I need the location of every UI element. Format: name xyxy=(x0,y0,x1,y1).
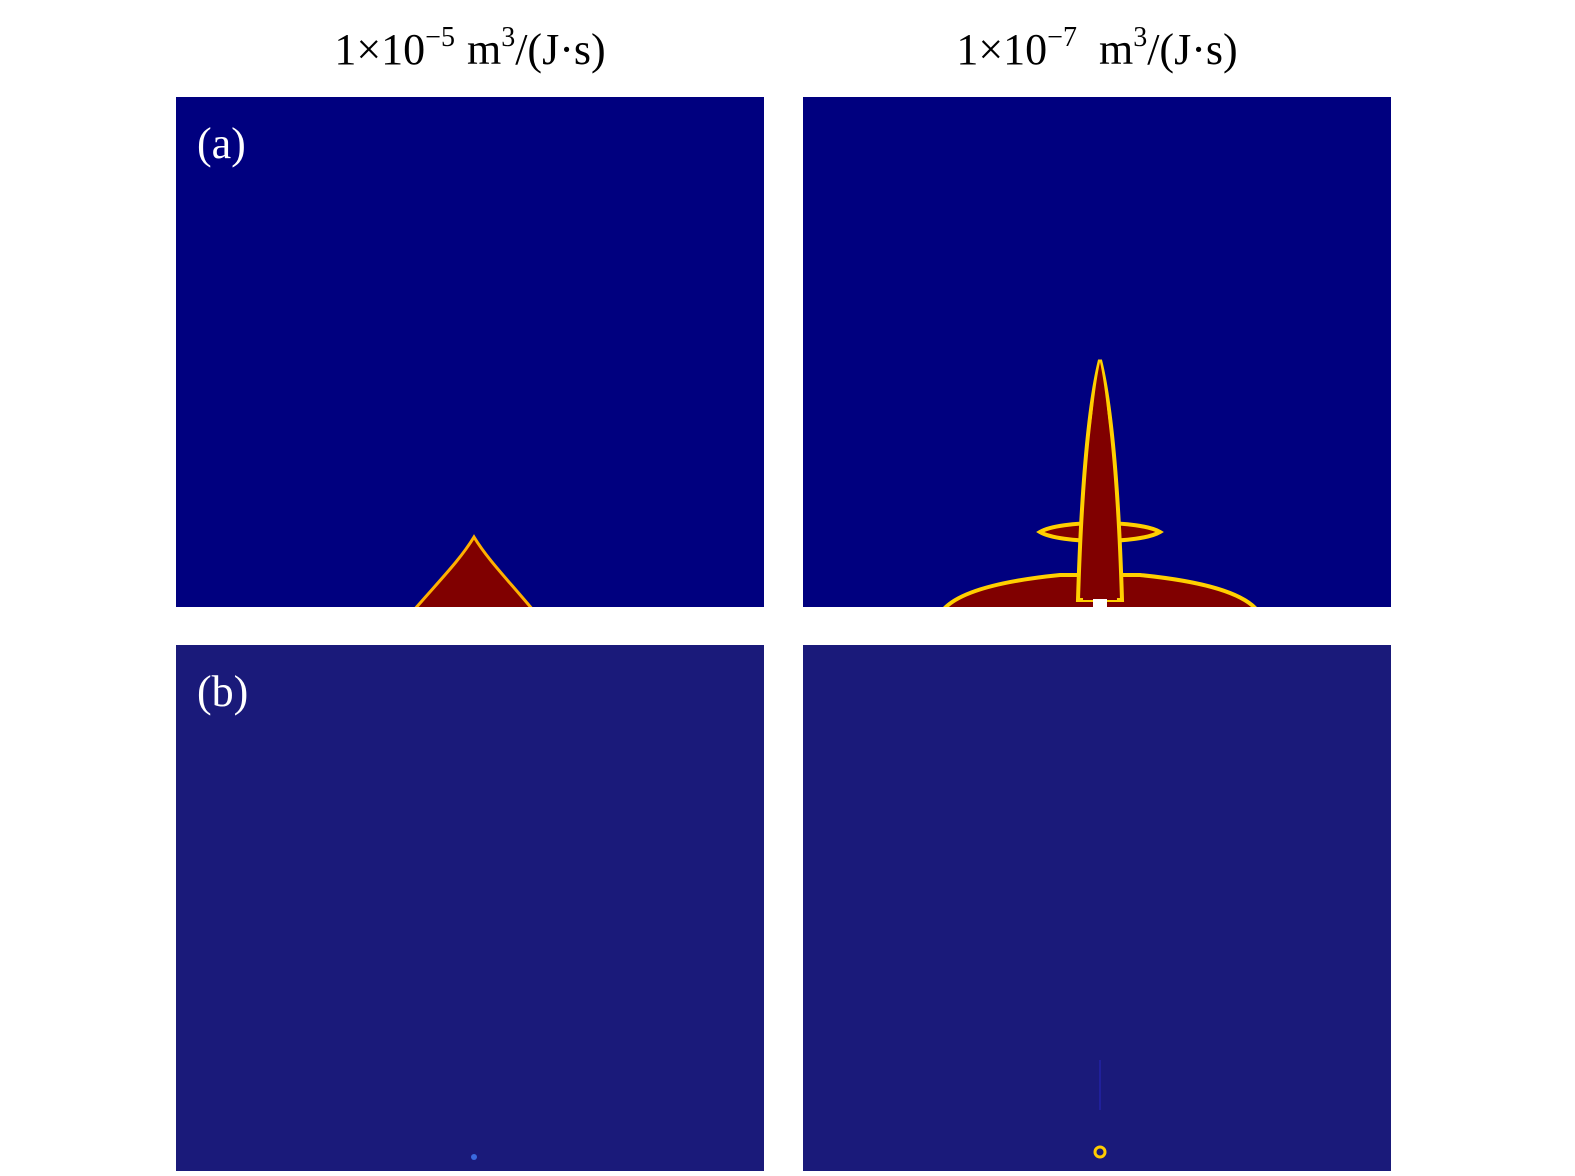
header-unit-exponent: 3 xyxy=(501,22,515,53)
header-exponent: −5 xyxy=(425,22,455,53)
seed xyxy=(1093,599,1107,607)
panel-background xyxy=(176,645,764,1171)
header-unit-rest: /(J·s) xyxy=(1147,25,1237,74)
column-header: 1×10−5 m3/(J·s) xyxy=(334,22,605,74)
header-unit-exponent: 3 xyxy=(1133,22,1147,53)
column-header: 1×10−7 m3/(J·s) xyxy=(956,22,1237,74)
panel xyxy=(176,645,764,1171)
row-label: (b) xyxy=(197,667,248,716)
header-unit-rest: /(J·s) xyxy=(515,25,605,74)
dendrite xyxy=(943,359,1257,607)
panel-background xyxy=(176,97,764,607)
header-exponent: −7 xyxy=(1047,22,1077,53)
row-label: (a) xyxy=(197,119,246,168)
panel xyxy=(803,97,1391,607)
crystal xyxy=(414,534,533,607)
header-base: 1×10 xyxy=(334,25,425,74)
header-base: 1×10 xyxy=(956,25,1047,74)
panel xyxy=(803,645,1391,1171)
panel xyxy=(176,97,764,607)
spot xyxy=(471,1154,477,1160)
spot xyxy=(1093,1145,1107,1159)
panel-background xyxy=(803,645,1391,1171)
header-unit: m xyxy=(1099,25,1133,74)
header-unit: m xyxy=(467,25,501,74)
